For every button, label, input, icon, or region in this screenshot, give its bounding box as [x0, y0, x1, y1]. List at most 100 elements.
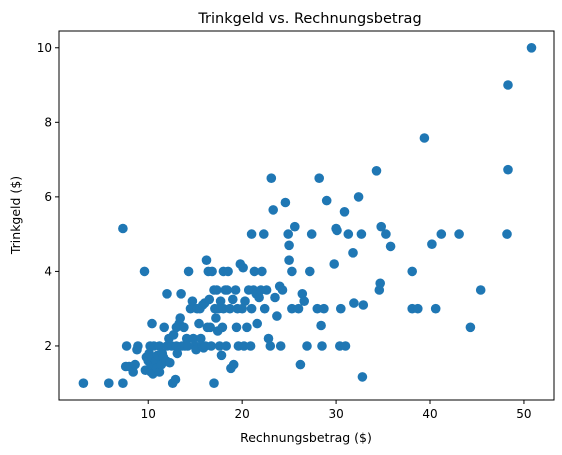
data-point	[319, 303, 329, 314]
data-point	[376, 221, 387, 232]
data-point	[317, 341, 327, 351]
data-point	[275, 341, 286, 351]
data-point	[314, 173, 325, 183]
y-tick-label: 4	[44, 264, 52, 278]
data-point	[348, 248, 358, 258]
data-point	[427, 239, 437, 249]
data-point	[225, 303, 235, 314]
data-point	[268, 205, 279, 215]
data-point	[475, 285, 486, 295]
data-point	[371, 166, 382, 176]
data-point	[162, 289, 172, 299]
data-point	[381, 229, 391, 239]
data-point	[205, 322, 215, 333]
data-point	[287, 266, 297, 277]
data-point	[259, 303, 270, 314]
y-axis-ticks: 2 4 6 8 10	[37, 41, 59, 353]
data-point	[206, 341, 216, 351]
data-point	[154, 367, 165, 377]
data-point	[305, 266, 315, 277]
data-point	[185, 303, 196, 314]
data-point	[270, 292, 280, 303]
chart-title: Trinkgeld vs. Rechnungsbetrag	[197, 11, 421, 27]
x-axis-ticks: 10 20 30 40 50	[141, 400, 532, 421]
data-points	[78, 43, 537, 389]
data-point	[293, 303, 304, 314]
data-point	[329, 259, 340, 269]
data-point	[349, 298, 359, 308]
data-point	[121, 341, 132, 351]
data-point	[302, 341, 312, 351]
data-point	[212, 285, 222, 295]
data-point	[340, 341, 351, 351]
data-point	[358, 300, 369, 310]
data-point	[159, 322, 169, 333]
plot-frame	[58, 30, 555, 401]
data-point	[283, 229, 294, 239]
data-point	[168, 330, 179, 340]
data-point	[222, 285, 232, 295]
data-point	[252, 318, 262, 329]
data-point	[128, 367, 138, 377]
data-point	[526, 43, 537, 53]
data-point	[357, 372, 368, 382]
data-point	[436, 229, 447, 239]
y-tick-label: 10	[37, 41, 52, 55]
data-point	[214, 341, 225, 351]
data-point	[284, 255, 294, 265]
data-point	[263, 333, 274, 344]
data-point	[272, 311, 282, 321]
data-point	[207, 266, 217, 277]
data-point	[353, 192, 364, 202]
x-tick-label: 50	[516, 407, 531, 421]
data-point	[287, 303, 297, 314]
data-point	[194, 318, 204, 329]
data-point	[246, 229, 257, 239]
data-point	[179, 322, 189, 333]
data-point	[312, 303, 323, 314]
data-point	[306, 229, 317, 239]
data-point	[154, 341, 165, 351]
data-point	[188, 333, 199, 344]
data-point	[259, 229, 269, 239]
data-point	[176, 289, 186, 299]
x-tick-label: 20	[235, 407, 250, 421]
data-point	[240, 296, 250, 307]
data-point	[280, 197, 291, 208]
data-point	[228, 294, 238, 305]
data-point	[265, 341, 276, 351]
y-axis-label: Trinkgeld ($)	[8, 176, 23, 255]
data-point	[254, 292, 264, 303]
data-point	[257, 266, 267, 277]
data-point	[356, 229, 367, 239]
data-point	[172, 348, 183, 359]
data-point	[465, 322, 476, 333]
data-point	[454, 229, 464, 239]
data-point	[238, 262, 248, 273]
data-point	[249, 266, 260, 277]
x-tick-label: 40	[422, 407, 437, 421]
data-point	[78, 378, 89, 389]
data-point	[118, 378, 128, 389]
data-point	[332, 225, 342, 236]
data-point	[430, 303, 441, 314]
data-point	[242, 322, 252, 333]
data-point	[290, 221, 300, 232]
data-point	[181, 333, 192, 344]
data-point	[139, 266, 150, 277]
data-point	[419, 133, 430, 143]
data-point	[343, 229, 354, 239]
data-point	[413, 303, 423, 314]
data-point	[133, 341, 143, 351]
data-point	[299, 296, 310, 307]
data-point	[284, 240, 294, 251]
data-point	[216, 350, 227, 361]
data-point	[266, 173, 277, 183]
data-point	[237, 303, 247, 314]
data-point	[277, 285, 288, 295]
data-point	[231, 322, 242, 333]
data-point	[147, 318, 157, 329]
data-point	[204, 294, 215, 305]
data-point	[187, 296, 198, 307]
data-point	[201, 255, 212, 265]
